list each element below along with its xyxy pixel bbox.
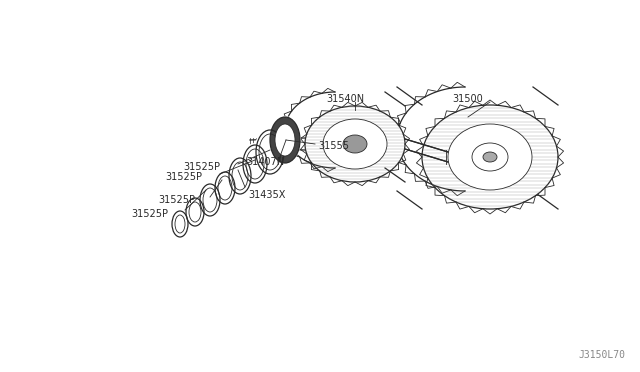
Ellipse shape: [241, 143, 269, 185]
Ellipse shape: [184, 196, 206, 228]
Text: 31525P: 31525P: [158, 195, 195, 205]
Ellipse shape: [275, 124, 295, 156]
Text: 31407N: 31407N: [246, 157, 284, 167]
Text: 31525P: 31525P: [131, 209, 168, 219]
Ellipse shape: [448, 124, 532, 190]
Text: 31525P: 31525P: [183, 162, 220, 172]
Ellipse shape: [198, 182, 222, 218]
Ellipse shape: [472, 143, 508, 171]
Ellipse shape: [343, 135, 367, 153]
Ellipse shape: [305, 106, 405, 182]
Ellipse shape: [213, 170, 237, 206]
Ellipse shape: [323, 119, 387, 169]
Ellipse shape: [170, 209, 190, 239]
Ellipse shape: [270, 117, 300, 163]
Text: 31500: 31500: [452, 94, 483, 104]
Text: 31555: 31555: [318, 141, 349, 151]
Text: 31540N: 31540N: [326, 94, 364, 104]
Text: 31525P: 31525P: [165, 172, 202, 182]
Ellipse shape: [254, 128, 286, 176]
Ellipse shape: [422, 105, 558, 209]
Text: 31435X: 31435X: [248, 190, 285, 200]
Ellipse shape: [227, 156, 253, 196]
Ellipse shape: [483, 152, 497, 162]
Polygon shape: [250, 138, 305, 150]
Ellipse shape: [269, 116, 301, 164]
Text: J3150L70: J3150L70: [578, 350, 625, 360]
Polygon shape: [405, 139, 460, 162]
